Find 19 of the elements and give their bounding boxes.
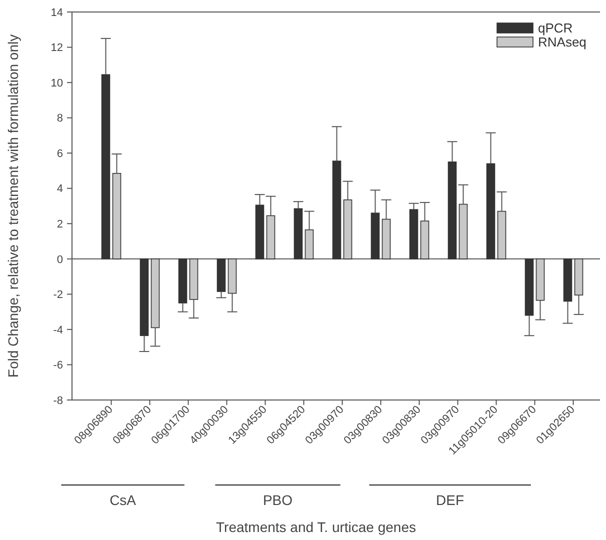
y-tick-label: -4	[53, 324, 63, 336]
x-axis-title: Treatments and T. urticae genes	[216, 519, 416, 535]
y-tick-label: 6	[56, 148, 63, 160]
y-tick-label: -8	[53, 394, 63, 407]
y-tick-label: 10	[50, 77, 63, 90]
y-tick-label: -6	[53, 360, 63, 372]
y-tick-label: 14	[50, 6, 63, 19]
y-tick-label: 4	[56, 183, 63, 196]
y-tick-label: 8	[56, 112, 63, 125]
y-tick-label: 12	[50, 42, 63, 54]
y-tick-label: -2	[53, 289, 63, 302]
y-axis-title: Fold Change, relative to treatment with formulation only	[5, 34, 21, 378]
legend-label: qPCR	[538, 20, 573, 36]
text: PBO	[262, 492, 293, 508]
text: DEF	[436, 492, 464, 508]
y-tick-label: 0	[56, 254, 63, 266]
y-tick-label: 2	[56, 218, 63, 230]
text: CsA	[110, 492, 137, 508]
legend-label: RNAseq	[538, 34, 586, 50]
